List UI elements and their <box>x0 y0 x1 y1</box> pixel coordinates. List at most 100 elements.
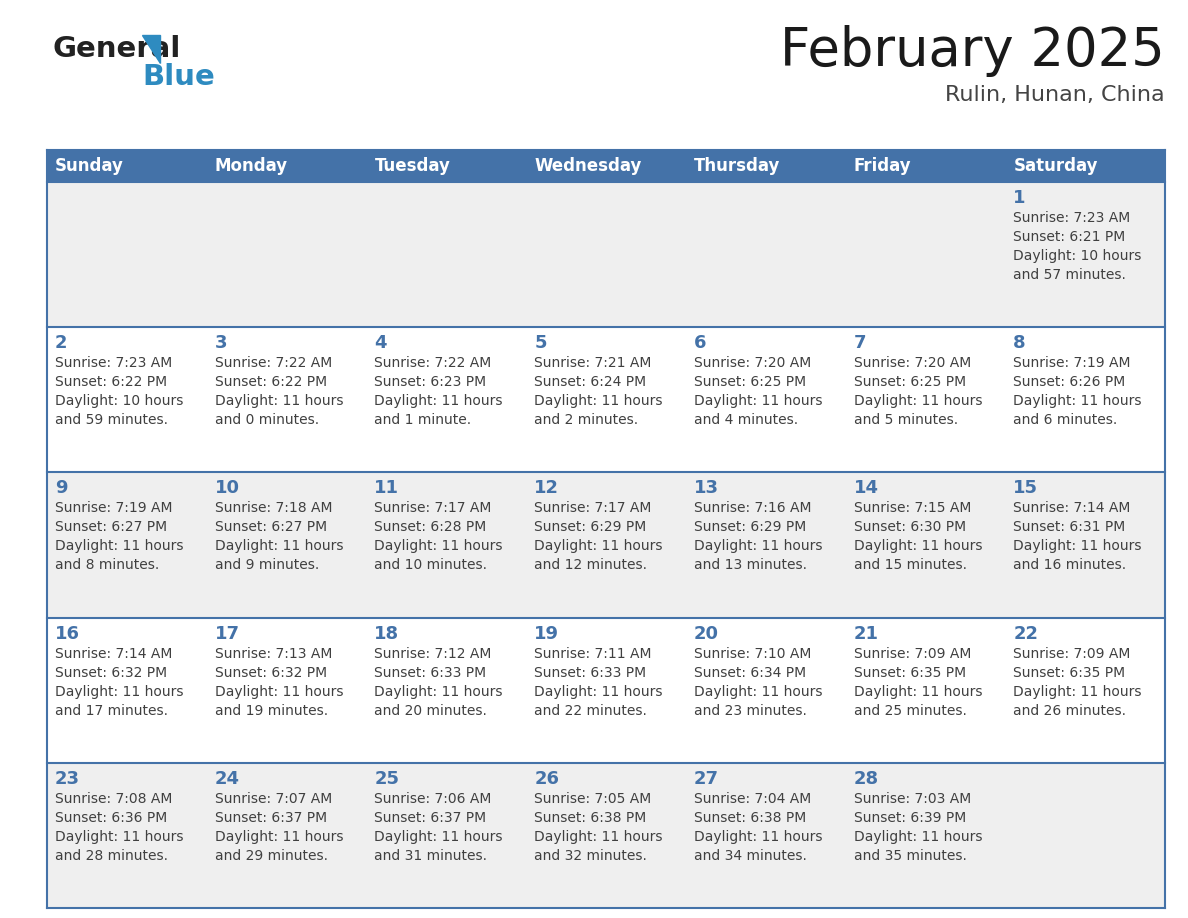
Text: Daylight: 11 hours: Daylight: 11 hours <box>55 540 183 554</box>
Bar <box>526 182 685 327</box>
Text: 6: 6 <box>694 334 707 353</box>
Text: Daylight: 11 hours: Daylight: 11 hours <box>215 685 343 699</box>
Bar <box>526 473 685 618</box>
Bar <box>48 182 207 327</box>
Text: Sunset: 6:39 PM: Sunset: 6:39 PM <box>853 811 966 824</box>
Text: 7: 7 <box>853 334 866 353</box>
Text: General: General <box>52 35 181 63</box>
Text: and 6 minutes.: and 6 minutes. <box>1013 413 1118 427</box>
Bar <box>1005 763 1165 908</box>
Text: Sunset: 6:35 PM: Sunset: 6:35 PM <box>1013 666 1125 679</box>
Text: 4: 4 <box>374 334 387 353</box>
Text: 10: 10 <box>215 479 240 498</box>
Text: 27: 27 <box>694 770 719 788</box>
Text: Sunset: 6:29 PM: Sunset: 6:29 PM <box>694 521 807 534</box>
Text: Thursday: Thursday <box>694 157 781 175</box>
Text: Daylight: 11 hours: Daylight: 11 hours <box>1013 394 1142 409</box>
Text: Sunrise: 7:23 AM: Sunrise: 7:23 AM <box>1013 211 1131 225</box>
Bar <box>846 182 1005 327</box>
Text: Sunset: 6:38 PM: Sunset: 6:38 PM <box>535 811 646 824</box>
Text: and 26 minutes.: and 26 minutes. <box>1013 703 1126 718</box>
Text: Daylight: 11 hours: Daylight: 11 hours <box>55 830 183 844</box>
Text: 15: 15 <box>1013 479 1038 498</box>
Text: and 35 minutes.: and 35 minutes. <box>853 849 967 863</box>
Text: Rulin, Hunan, China: Rulin, Hunan, China <box>946 85 1165 105</box>
Bar <box>846 618 1005 763</box>
Text: 12: 12 <box>535 479 560 498</box>
Text: Sunrise: 7:05 AM: Sunrise: 7:05 AM <box>535 792 651 806</box>
Text: Daylight: 11 hours: Daylight: 11 hours <box>374 830 503 844</box>
Bar <box>366 618 526 763</box>
Text: Sunset: 6:36 PM: Sunset: 6:36 PM <box>55 811 168 824</box>
Bar <box>48 327 207 473</box>
Bar <box>207 618 366 763</box>
Bar <box>1005 618 1165 763</box>
Bar <box>1005 182 1165 327</box>
Text: Sunset: 6:38 PM: Sunset: 6:38 PM <box>694 811 807 824</box>
Text: Sunset: 6:32 PM: Sunset: 6:32 PM <box>215 666 327 679</box>
Text: Sunset: 6:28 PM: Sunset: 6:28 PM <box>374 521 487 534</box>
Text: 20: 20 <box>694 624 719 643</box>
Text: Sunset: 6:25 PM: Sunset: 6:25 PM <box>853 375 966 389</box>
Text: Sunrise: 7:13 AM: Sunrise: 7:13 AM <box>215 646 333 661</box>
Text: Daylight: 11 hours: Daylight: 11 hours <box>853 685 982 699</box>
Bar <box>685 763 846 908</box>
Text: and 28 minutes.: and 28 minutes. <box>55 849 168 863</box>
Text: and 19 minutes.: and 19 minutes. <box>215 703 328 718</box>
Text: Sunrise: 7:21 AM: Sunrise: 7:21 AM <box>535 356 651 370</box>
Text: Sunset: 6:24 PM: Sunset: 6:24 PM <box>535 375 646 389</box>
Text: Daylight: 11 hours: Daylight: 11 hours <box>1013 540 1142 554</box>
Text: and 4 minutes.: and 4 minutes. <box>694 413 798 427</box>
Text: 19: 19 <box>535 624 560 643</box>
Text: 2: 2 <box>55 334 68 353</box>
Text: Sunrise: 7:03 AM: Sunrise: 7:03 AM <box>853 792 971 806</box>
Text: Sunrise: 7:09 AM: Sunrise: 7:09 AM <box>1013 646 1131 661</box>
Text: and 1 minute.: and 1 minute. <box>374 413 472 427</box>
Text: 13: 13 <box>694 479 719 498</box>
Text: and 2 minutes.: and 2 minutes. <box>535 413 638 427</box>
Text: Sunrise: 7:07 AM: Sunrise: 7:07 AM <box>215 792 331 806</box>
Text: 16: 16 <box>55 624 80 643</box>
Text: and 29 minutes.: and 29 minutes. <box>215 849 328 863</box>
Text: Sunset: 6:22 PM: Sunset: 6:22 PM <box>215 375 327 389</box>
Text: and 8 minutes.: and 8 minutes. <box>55 558 159 573</box>
Polygon shape <box>143 35 160 63</box>
Bar <box>685 618 846 763</box>
Text: Sunset: 6:30 PM: Sunset: 6:30 PM <box>853 521 966 534</box>
Text: Sunrise: 7:04 AM: Sunrise: 7:04 AM <box>694 792 811 806</box>
Text: Daylight: 11 hours: Daylight: 11 hours <box>535 830 663 844</box>
Text: Daylight: 11 hours: Daylight: 11 hours <box>535 540 663 554</box>
Text: 8: 8 <box>1013 334 1026 353</box>
Text: 17: 17 <box>215 624 240 643</box>
Text: Daylight: 11 hours: Daylight: 11 hours <box>374 540 503 554</box>
Text: Sunset: 6:31 PM: Sunset: 6:31 PM <box>1013 521 1125 534</box>
Text: Sunset: 6:33 PM: Sunset: 6:33 PM <box>374 666 487 679</box>
Text: Daylight: 11 hours: Daylight: 11 hours <box>374 394 503 409</box>
Text: Daylight: 11 hours: Daylight: 11 hours <box>853 830 982 844</box>
Text: Sunrise: 7:12 AM: Sunrise: 7:12 AM <box>374 646 492 661</box>
Text: 11: 11 <box>374 479 399 498</box>
Text: Sunrise: 7:17 AM: Sunrise: 7:17 AM <box>374 501 492 515</box>
Bar <box>207 473 366 618</box>
Text: Daylight: 11 hours: Daylight: 11 hours <box>374 685 503 699</box>
Bar <box>526 327 685 473</box>
Bar <box>685 182 846 327</box>
Bar <box>1005 473 1165 618</box>
Text: Monday: Monday <box>215 157 287 175</box>
Text: Sunrise: 7:10 AM: Sunrise: 7:10 AM <box>694 646 811 661</box>
Text: and 15 minutes.: and 15 minutes. <box>853 558 967 573</box>
Text: 18: 18 <box>374 624 399 643</box>
Text: Sunset: 6:34 PM: Sunset: 6:34 PM <box>694 666 805 679</box>
Text: Sunset: 6:21 PM: Sunset: 6:21 PM <box>1013 230 1125 244</box>
Text: and 16 minutes.: and 16 minutes. <box>1013 558 1126 573</box>
Text: Daylight: 11 hours: Daylight: 11 hours <box>853 394 982 409</box>
Text: 23: 23 <box>55 770 80 788</box>
Text: Sunrise: 7:20 AM: Sunrise: 7:20 AM <box>853 356 971 370</box>
Text: Sunset: 6:22 PM: Sunset: 6:22 PM <box>55 375 168 389</box>
Text: and 12 minutes.: and 12 minutes. <box>535 558 647 573</box>
Text: Sunset: 6:27 PM: Sunset: 6:27 PM <box>215 521 327 534</box>
Text: Sunrise: 7:16 AM: Sunrise: 7:16 AM <box>694 501 811 515</box>
Text: and 20 minutes.: and 20 minutes. <box>374 703 487 718</box>
Text: 26: 26 <box>535 770 560 788</box>
Text: Daylight: 11 hours: Daylight: 11 hours <box>853 540 982 554</box>
